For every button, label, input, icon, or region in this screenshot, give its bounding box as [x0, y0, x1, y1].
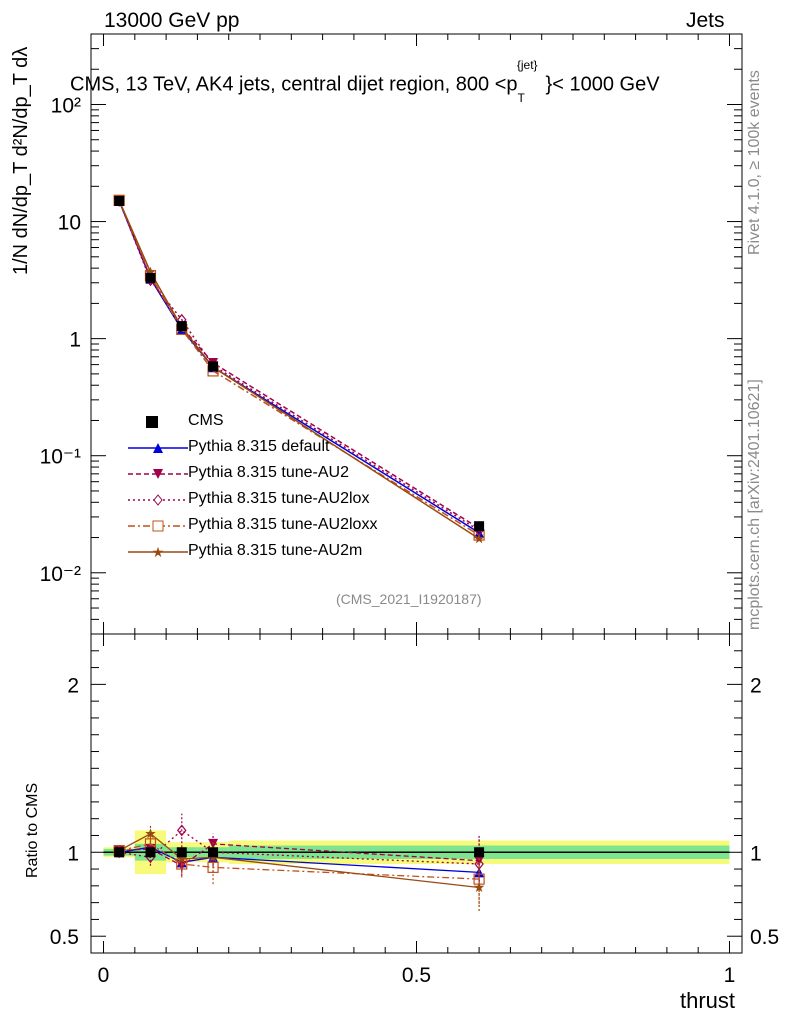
ratio-cms-point [145, 847, 156, 858]
x-axis-label: thrust [680, 988, 736, 1013]
legend-swatch [146, 416, 158, 428]
legend-swatch [128, 469, 188, 479]
ratio-cms-point [176, 847, 187, 858]
y-axis-label: 1/N dN/dp_T d²N/dp_T dλ [10, 46, 32, 275]
plot-title: CMS, 13 TeV, AK4 jets, central dijet reg… [70, 58, 660, 105]
ratio-plot-frame [90, 633, 743, 954]
legend-label: CMS [188, 412, 224, 429]
y-tick-label: 10² [51, 94, 81, 117]
legend-label: Pythia 8.315 tune-AU2loxx [188, 516, 378, 533]
analysis-id: (CMS_2021_I1920187) [336, 591, 482, 607]
svg-text:★: ★ [152, 544, 165, 560]
legend-swatch [128, 494, 188, 506]
y-tick-label: 10⁻² [40, 563, 81, 586]
y-tick-label: 1 [69, 329, 81, 352]
series-point-5 [473, 533, 485, 544]
legend-label: Pythia 8.315 tune-AU2lox [188, 490, 370, 507]
ratio-point-3 [474, 858, 484, 870]
series-line-3 [118, 200, 480, 532]
legend-swatch [128, 520, 188, 532]
ratio-y-tick-label-right: 1 [750, 842, 762, 865]
y-tick-label: 10 [58, 212, 81, 235]
ratio-cms-point [474, 847, 485, 858]
ratio-point-3 [176, 824, 187, 837]
ratio-y-tick-label-right: 0.5 [750, 926, 779, 949]
cms-data-point [176, 321, 187, 332]
ratio-point-5 [176, 853, 187, 864]
ratio-point-5 [145, 828, 156, 839]
legend-label: Pythia 8.315 tune-AU2 [188, 464, 349, 481]
cms-data-point [474, 521, 485, 532]
ratio-y-tick-label: 0.5 [50, 926, 79, 949]
ratio-y-tick-label: 1 [67, 842, 79, 865]
ratio-line-4 [119, 843, 480, 880]
legend-label: Pythia 8.315 tune-AU2m [188, 542, 363, 559]
ratio-y-tick-label: 2 [67, 674, 79, 697]
legend-swatch [128, 443, 188, 453]
ratio-cms-point [208, 847, 219, 858]
x-tick-label: 1 [724, 964, 736, 987]
header-energy: 13000 GeV pp [104, 9, 240, 32]
header-category: Jets [686, 9, 725, 32]
ratio-line-3 [119, 829, 480, 865]
ratio-cms-point [114, 847, 125, 858]
ratio-point-5 [473, 882, 485, 892]
x-tick-label: 0 [98, 964, 110, 987]
ratio-point-2 [176, 860, 187, 871]
rivet-version-label: Rivet 4.1.0, ≥ 100k events [746, 70, 763, 255]
legend-label: Pythia 8.315 default [188, 438, 330, 455]
series-point-5 [145, 266, 156, 277]
mcplots-label: mcplots.cern.ch [arXiv:2401.10621] [746, 379, 763, 630]
legend-swatch: ★ [128, 544, 188, 560]
ratio-y-tick-label-right: 2 [750, 674, 762, 697]
ratio-y-axis-label: Ratio to CMS [24, 782, 41, 878]
cms-data-point [208, 361, 219, 372]
cms-data-point [145, 272, 156, 283]
x-tick-label: 0.5 [402, 964, 431, 987]
cms-data-point [114, 195, 125, 206]
y-tick-label: 10⁻¹ [40, 446, 81, 469]
